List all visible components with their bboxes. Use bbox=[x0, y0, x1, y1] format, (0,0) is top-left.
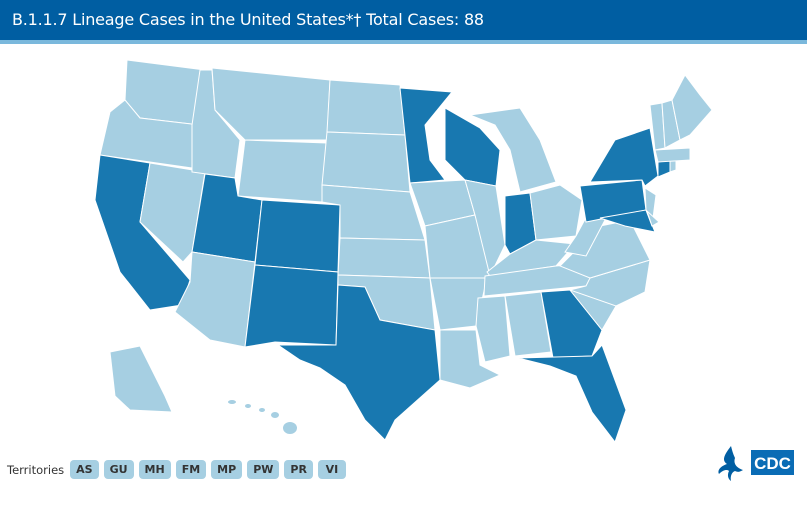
state-mn[interactable] bbox=[399, 87, 453, 184]
state-az[interactable] bbox=[174, 251, 256, 348]
state-de[interactable] bbox=[645, 209, 660, 227]
title-bar: B.1.1.7 Lineage Cases in the United Stat… bbox=[0, 0, 807, 44]
state-ks[interactable] bbox=[337, 237, 431, 279]
state-co[interactable] bbox=[254, 199, 341, 273]
hhs-eagle-icon bbox=[718, 446, 743, 481]
state-wy[interactable] bbox=[237, 139, 328, 203]
cdc-logo: CDC bbox=[718, 446, 794, 481]
territories-label: Territories bbox=[7, 462, 65, 477]
state-al[interactable] bbox=[504, 291, 552, 357]
state-ma[interactable] bbox=[654, 147, 691, 163]
us-map bbox=[94, 59, 713, 444]
territory-button-gu[interactable]: GU bbox=[103, 460, 134, 479]
state-nm[interactable] bbox=[244, 264, 339, 348]
map-title: B.1.1.7 Lineage Cases in the United Stat… bbox=[12, 10, 484, 29]
territory-button-mp[interactable]: MP bbox=[211, 460, 243, 479]
state-nd[interactable] bbox=[326, 79, 406, 136]
territory-button-pr[interactable]: PR bbox=[284, 460, 313, 479]
territory-button-mh[interactable]: MH bbox=[138, 460, 171, 479]
territory-button-as[interactable]: AS bbox=[70, 460, 99, 479]
territories-bar: Territories AS GU MH FM MP PW PR VI bbox=[7, 460, 351, 479]
state-ga[interactable] bbox=[540, 289, 603, 359]
state-mt[interactable] bbox=[211, 67, 331, 141]
state-la[interactable] bbox=[439, 329, 502, 389]
state-ak[interactable] bbox=[109, 345, 173, 413]
state-hi-island[interactable] bbox=[259, 408, 265, 412]
state-hi-island[interactable] bbox=[271, 412, 279, 418]
state-hi-island[interactable] bbox=[245, 404, 251, 408]
territory-button-vi[interactable]: VI bbox=[317, 460, 346, 479]
state-ri[interactable] bbox=[669, 159, 677, 173]
territory-button-pw[interactable]: PW bbox=[247, 460, 280, 479]
state-md[interactable] bbox=[599, 209, 656, 233]
state-mi[interactable] bbox=[468, 107, 557, 193]
state-oh[interactable] bbox=[529, 184, 583, 241]
state-ny[interactable] bbox=[589, 127, 659, 187]
state-ms[interactable] bbox=[475, 295, 511, 363]
state-sd[interactable] bbox=[321, 131, 411, 193]
state-il[interactable] bbox=[464, 179, 506, 278]
state-hi-island[interactable] bbox=[228, 400, 236, 404]
state-hi-island[interactable] bbox=[283, 422, 297, 434]
state-tx[interactable] bbox=[276, 284, 441, 441]
state-ct[interactable] bbox=[657, 159, 671, 178]
state-me[interactable] bbox=[671, 74, 713, 141]
state-fl[interactable] bbox=[517, 344, 627, 444]
territory-button-fm[interactable]: FM bbox=[175, 460, 207, 479]
cdc-logo-text: CDC bbox=[754, 454, 791, 473]
